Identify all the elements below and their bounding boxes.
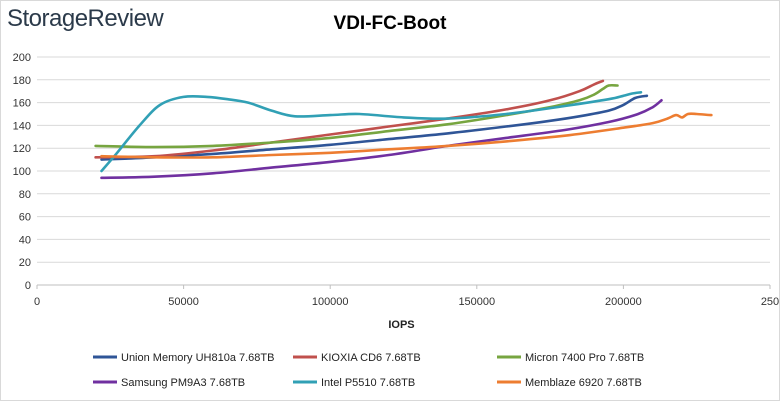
legend-label: Micron 7400 Pro 7.68TB [525,352,644,364]
y-tick-label: 120 [13,143,31,155]
legend-label: KIOXIA CD6 7.68TB [321,352,421,364]
y-tick-label: 80 [19,189,31,201]
legend-label: Intel P5510 7.68TB [321,377,415,389]
y-tick-label: 40 [19,234,31,246]
x-tick-label: 0 [34,296,40,308]
y-tick-label: 20 [19,257,31,269]
y-tick-label: 160 [13,98,31,110]
x-tick-label: 150000 [458,296,495,308]
gridlines [37,56,770,286]
x-tick-label: 250 [761,296,779,308]
legend-label: Memblaze 6920 7.68TB [525,377,642,389]
y-tick-label: 200 [13,52,31,64]
series-line [100,112,713,159]
series-line [100,91,643,173]
series-line [94,83,619,149]
y-tick-label: 180 [13,75,31,87]
series-line [100,94,649,161]
legend: Union Memory UH810a 7.68TB KIOXIA CD6 7.6… [93,352,644,389]
x-tick-label: 100000 [312,296,349,308]
y-tick-label: 100 [13,166,31,178]
y-tick-label: 60 [19,212,31,224]
y-tick-label: 140 [13,120,31,132]
axes: 0 20 40 60 80 100 120 140 160 180 200 0 50000 100000 1… [13,52,779,308]
series-lines [94,79,713,180]
y-tick-label: 0 [25,280,31,292]
x-tick-label: 200000 [605,296,642,308]
chart-title: VDI-FC-Boot [333,13,447,34]
series-line [94,79,605,159]
x-axis-label: IOPS [388,319,414,331]
brand-logo: StorageReview [7,5,164,32]
legend-label: Samsung PM9A3 7.68TB [121,377,245,389]
legend-label: Union Memory UH810a 7.68TB [121,352,274,364]
x-tick-label: 50000 [168,296,199,308]
